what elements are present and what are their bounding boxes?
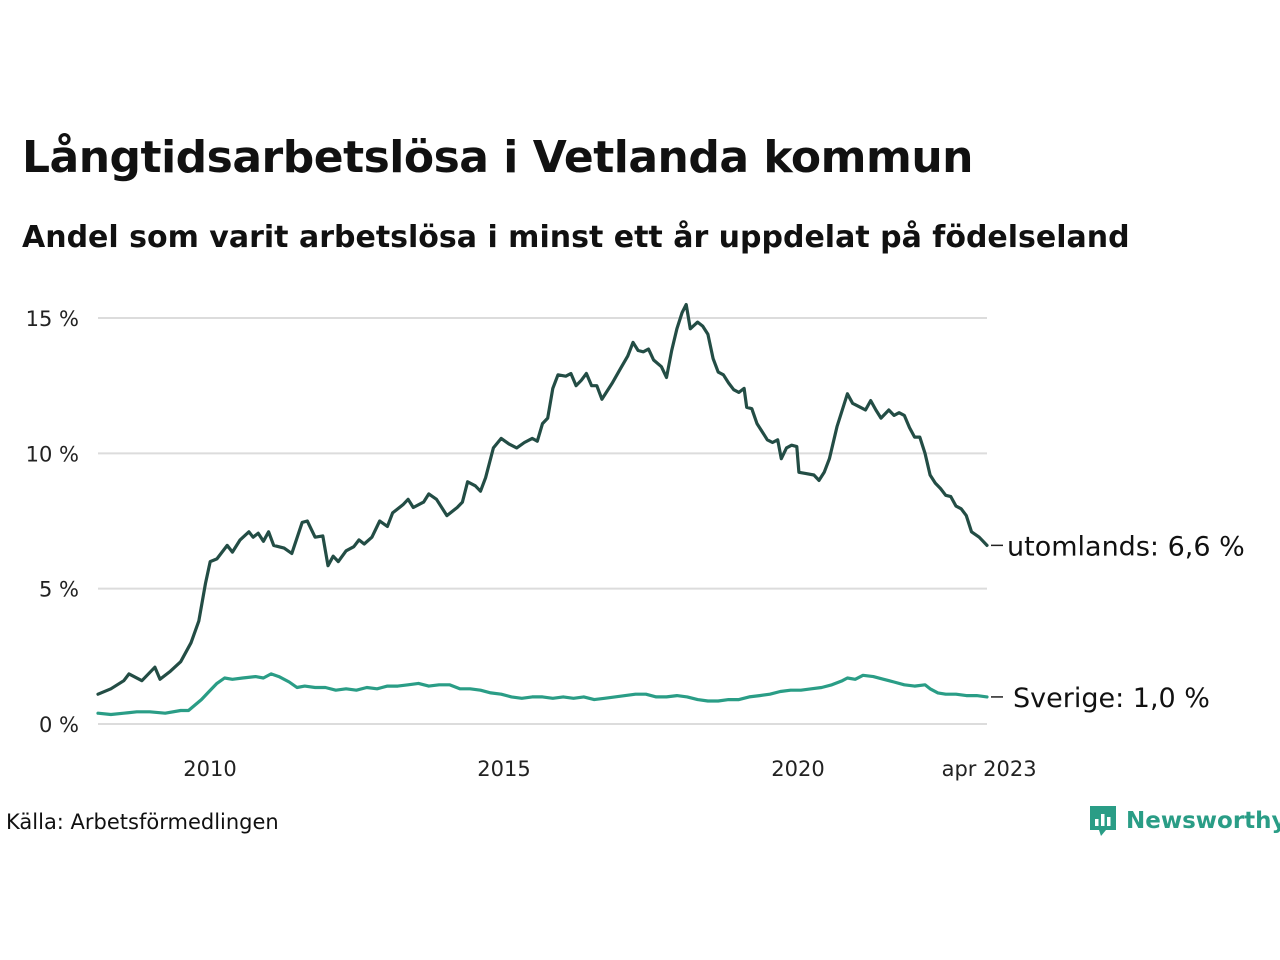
series-end-label-sverige: Sverige: 1,0 % (1013, 683, 1210, 714)
series-line-sverige (96, 672, 989, 717)
y-axis-tick-labels: 0 % 5 % 10 % 15 % (26, 307, 79, 737)
series-end-labels: utomlands: 6,6 % Sverige: 1,0 % (991, 531, 1245, 714)
series-end-label-utomlands: utomlands: 6,6 % (1007, 531, 1245, 562)
y-tick-label: 0 % (39, 713, 79, 737)
x-tick-label: 2010 (183, 757, 236, 781)
grid-lines (98, 317, 987, 725)
y-tick-label: 5 % (39, 578, 79, 602)
brand-name: Newsworthy (1126, 808, 1280, 834)
x-tick-label: 2015 (477, 757, 530, 781)
chart-title: Långtidsarbetslösa i Vetlanda kommun (22, 132, 974, 183)
chart-subtitle: Andel som varit arbetslösa i minst ett å… (22, 220, 1130, 255)
brand-logo: Newsworthy (1088, 804, 1280, 838)
series-line-utomlands (96, 302, 989, 696)
newsworthy-logo-icon (1090, 806, 1116, 836)
x-tick-label: apr 2023 (942, 757, 1037, 781)
source-note: Källa: Arbetsförmedlingen (6, 810, 279, 834)
series-lines (96, 302, 989, 717)
x-tick-label: 2020 (771, 757, 824, 781)
x-axis-tick-labels: 2010 2015 2020 apr 2023 (183, 757, 1036, 781)
y-tick-label: 15 % (26, 307, 79, 331)
y-tick-label: 10 % (26, 442, 79, 466)
